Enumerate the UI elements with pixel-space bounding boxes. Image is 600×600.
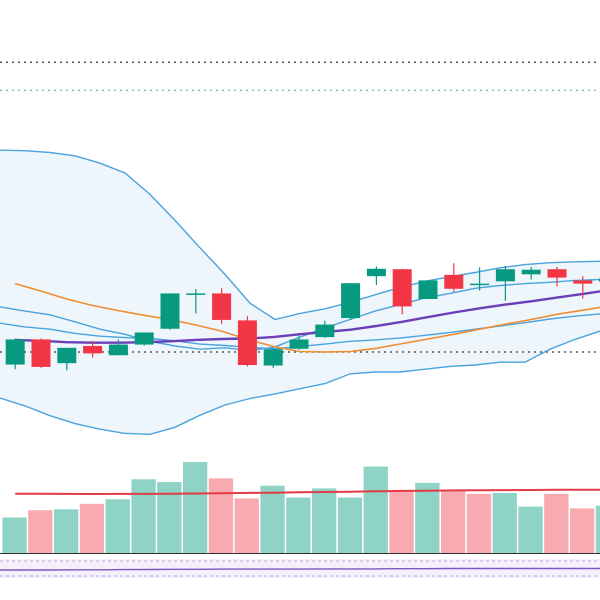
candle-body	[289, 339, 309, 349]
candle	[392, 268, 412, 315]
bollinger-bands-layer	[0, 149, 600, 436]
volume-bar	[157, 482, 182, 553]
candle	[31, 338, 51, 368]
volume-bar	[570, 508, 595, 553]
candle-body	[57, 347, 77, 364]
volume-bar	[131, 479, 156, 553]
volume-bar	[208, 478, 234, 553]
candle	[418, 280, 438, 299]
candle	[263, 348, 283, 368]
candle-body	[186, 293, 206, 295]
candle	[134, 332, 154, 346]
volume-bar	[441, 490, 466, 553]
candle-body	[108, 344, 128, 356]
candle	[495, 265, 515, 301]
candle	[5, 338, 25, 370]
candle	[315, 320, 335, 339]
candle	[237, 316, 257, 367]
bollinger-fill-layer	[0, 150, 600, 435]
candle	[186, 289, 206, 314]
volume-bar	[260, 485, 285, 553]
bollinger-inner-lower-line	[0, 278, 600, 352]
candle-body	[160, 293, 180, 329]
candle-body	[573, 280, 593, 284]
candle-body	[444, 274, 464, 289]
oscillator-line	[0, 567, 600, 571]
candle-body	[470, 283, 490, 286]
volume-bar	[286, 497, 311, 553]
volume-bar	[105, 499, 130, 553]
candle-body	[418, 280, 438, 299]
volume-bar	[54, 509, 79, 553]
volume-bar	[415, 482, 440, 553]
candle-body	[212, 293, 232, 320]
candle-body	[5, 339, 25, 365]
volume-bar	[2, 517, 27, 553]
candle-body	[547, 269, 567, 278]
candle	[289, 335, 309, 350]
ma-fast-line	[15, 290, 600, 344]
candle	[160, 293, 180, 330]
volume-bar	[183, 462, 208, 553]
volume-bar	[544, 493, 569, 553]
candle-body	[134, 332, 154, 345]
candle	[521, 266, 541, 280]
volume-bar	[389, 490, 414, 553]
bollinger-fill	[0, 150, 600, 435]
moving-averages-layer	[14, 282, 600, 353]
candle	[547, 266, 567, 287]
volume-bar	[466, 493, 492, 553]
candle	[470, 267, 490, 291]
candle-body	[366, 268, 386, 277]
candle-body	[237, 320, 257, 366]
candle-body	[341, 283, 361, 319]
bollinger-lower-line	[0, 330, 600, 436]
candle	[444, 263, 464, 293]
candle-body	[392, 269, 412, 307]
volume-bar	[337, 497, 363, 553]
bollinger-upper-line	[0, 149, 600, 321]
candles-layer	[5, 263, 600, 371]
candle-body	[521, 269, 541, 275]
volume-bar	[234, 498, 259, 553]
volume-bar	[312, 488, 337, 553]
candle-body	[31, 339, 51, 367]
candle-body	[495, 269, 515, 282]
candle-body	[315, 324, 335, 338]
ma-slow-line	[14, 282, 600, 353]
candle	[57, 347, 77, 371]
oscillator-layer	[0, 559, 600, 578]
candle-body	[83, 345, 103, 354]
candle	[108, 339, 128, 356]
volume-bar	[595, 505, 600, 553]
candle	[212, 288, 232, 325]
candle	[341, 283, 361, 320]
volume-bar	[492, 492, 517, 553]
volume-bar	[79, 503, 105, 553]
volume-bar	[363, 466, 388, 553]
candle	[366, 266, 386, 286]
candle	[83, 340, 103, 358]
volume-bar	[518, 506, 543, 553]
volume-bar	[28, 510, 53, 553]
candle-body	[263, 349, 283, 366]
volume-layer	[0, 462, 600, 554]
volume-ma-line	[15, 488, 600, 496]
candle	[573, 276, 593, 299]
